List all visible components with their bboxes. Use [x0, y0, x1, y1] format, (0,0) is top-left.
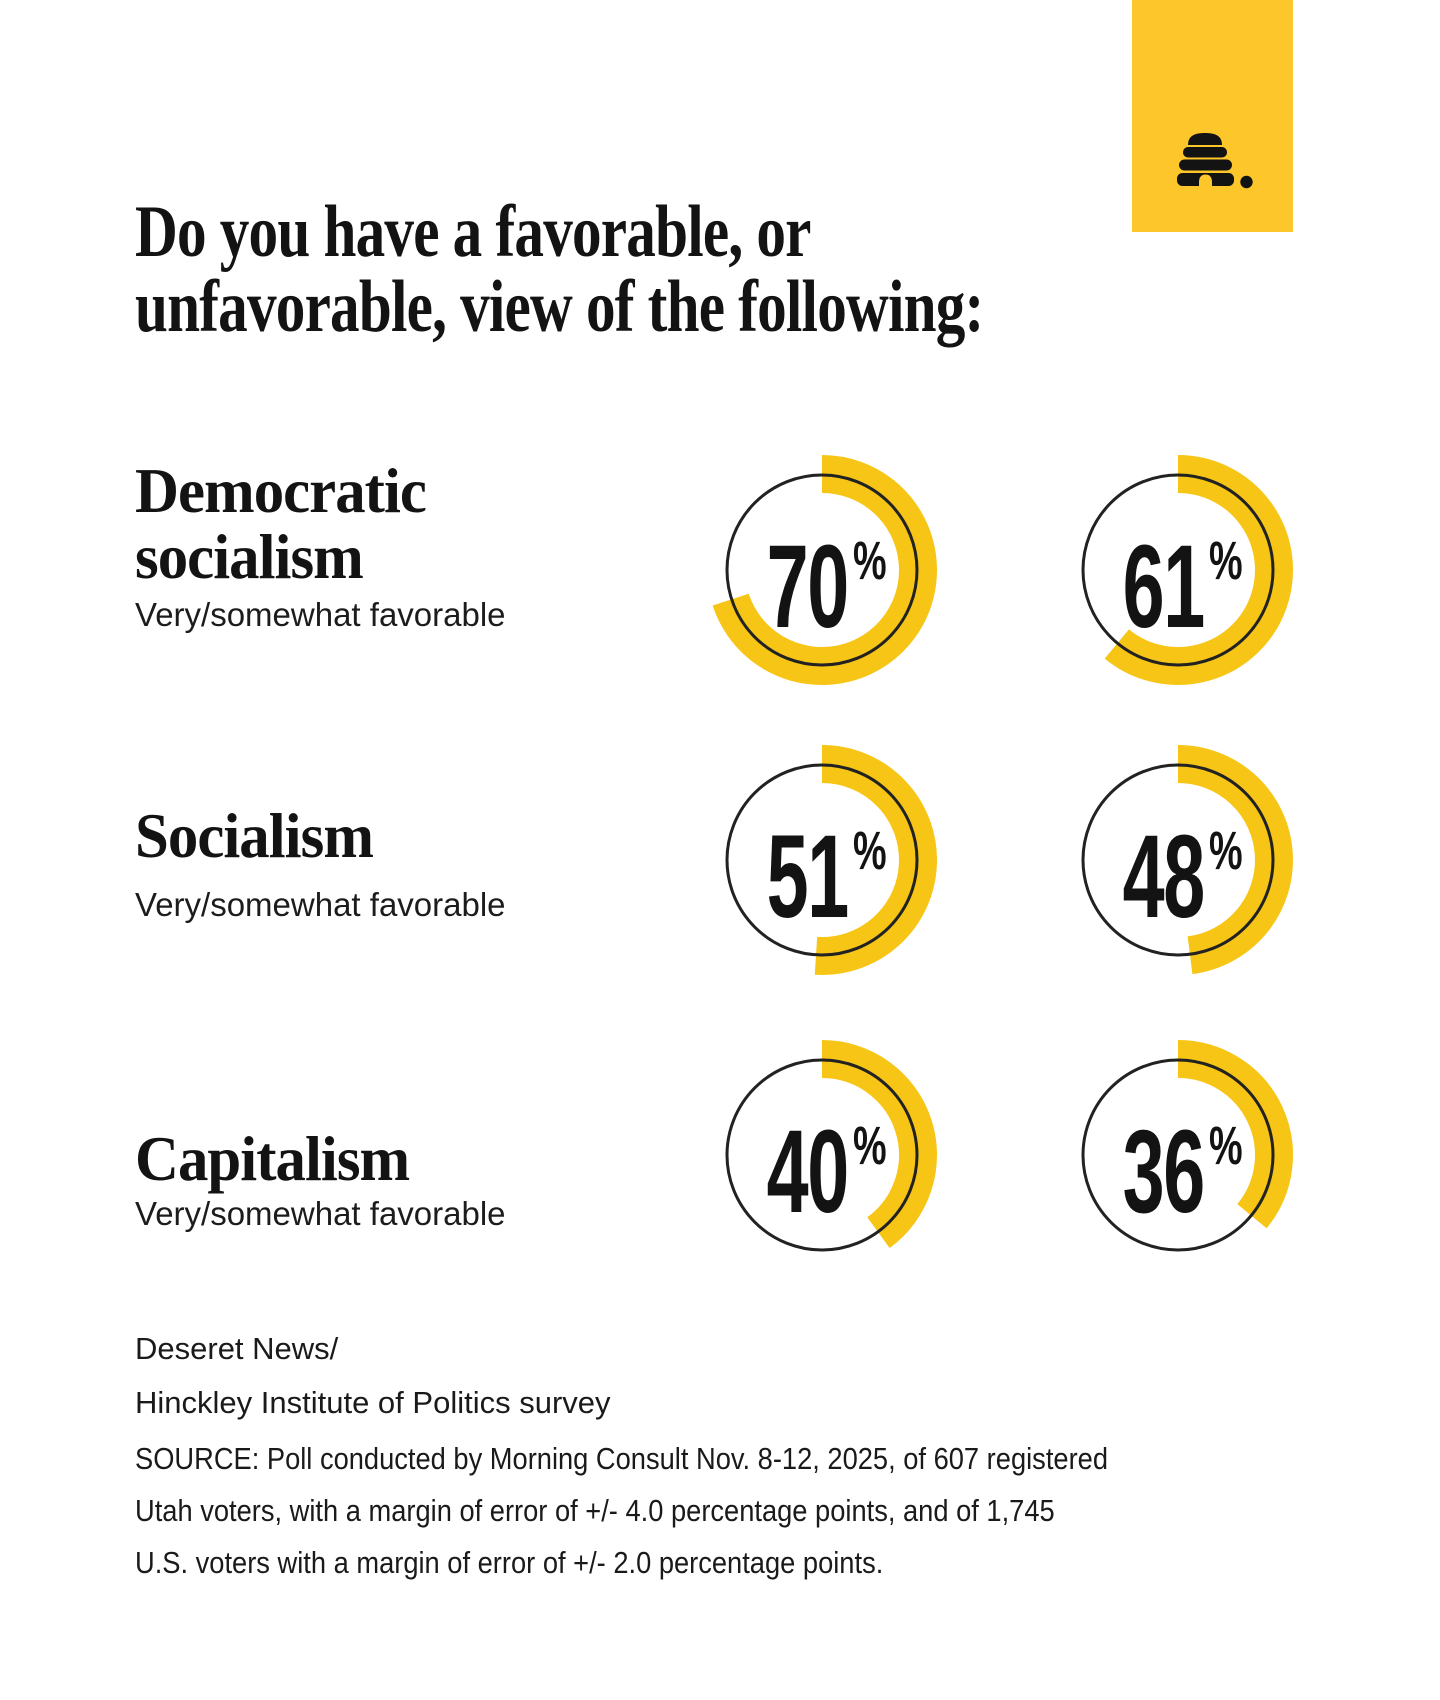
donut-democratic-socialism-col1: 70% — [692, 440, 952, 700]
page-title-line-1: Do you have a favorable, or — [135, 191, 811, 273]
donut-capitalism-col1: 40% — [692, 1025, 952, 1285]
donut-percent-sign: % — [1209, 820, 1243, 880]
donut-value: 70 — [767, 520, 848, 652]
beehive-icon — [1177, 133, 1253, 189]
source-line-2: Utah voters, with a margin of error of +… — [135, 1493, 1055, 1528]
donut-value: 48 — [1123, 810, 1204, 942]
page-title: Do you have a favorable, or unfavorable,… — [135, 191, 984, 348]
donut-outline-circle — [725, 763, 919, 957]
donut-outline-circle — [725, 473, 919, 667]
row-label-democratic-socialism: Democratic socialism — [135, 455, 427, 592]
donut-socialism-col1: 51% — [692, 730, 952, 990]
donut-democratic-socialism-col2: 61% — [1048, 440, 1308, 700]
donut-value: 51 — [767, 810, 848, 942]
donut-outline-circle — [725, 1058, 919, 1252]
donut-socialism-col2: 48% — [1048, 730, 1308, 990]
donut-value: 61 — [1123, 520, 1204, 652]
donut-percent-sign: % — [1209, 1115, 1243, 1175]
row-sublabel-democratic-socialism: Very/somewhat favorable — [135, 596, 506, 633]
donut-outline-circle — [1081, 473, 1275, 667]
source-line-1: SOURCE: Poll conducted by Morning Consul… — [135, 1441, 1109, 1476]
attribution: Deseret News/ Hinckley Institute of Poli… — [135, 1322, 611, 1430]
attribution-line-1: Deseret News/ — [135, 1331, 339, 1366]
source-note: SOURCE: Poll conducted by Morning Consul… — [135, 1433, 1108, 1589]
donut-outline-circle — [1081, 1058, 1275, 1252]
donut-value: 40 — [767, 1105, 848, 1237]
attribution-line-2: Hinckley Institute of Politics survey — [135, 1385, 611, 1420]
page-title-line-2: unfavorable, view of the following: — [135, 266, 984, 348]
source-line-3: U.S. voters with a margin of error of +/… — [135, 1545, 884, 1580]
deseret-news-logo — [1132, 0, 1293, 232]
row-sublabel-capitalism: Very/somewhat favorable — [135, 1195, 506, 1232]
donut-capitalism-col2: 36% — [1048, 1025, 1308, 1285]
row-label-socialism: Socialism — [135, 800, 374, 871]
donut-percent-sign: % — [853, 530, 887, 590]
row-label-capitalism: Capitalism — [135, 1123, 410, 1194]
row-sublabel-socialism: Very/somewhat favorable — [135, 886, 506, 923]
donut-percent-sign: % — [853, 820, 887, 880]
donut-outline-circle — [1081, 763, 1275, 957]
donut-percent-sign: % — [853, 1115, 887, 1175]
donut-percent-sign: % — [1209, 530, 1243, 590]
donut-value: 36 — [1123, 1105, 1204, 1237]
